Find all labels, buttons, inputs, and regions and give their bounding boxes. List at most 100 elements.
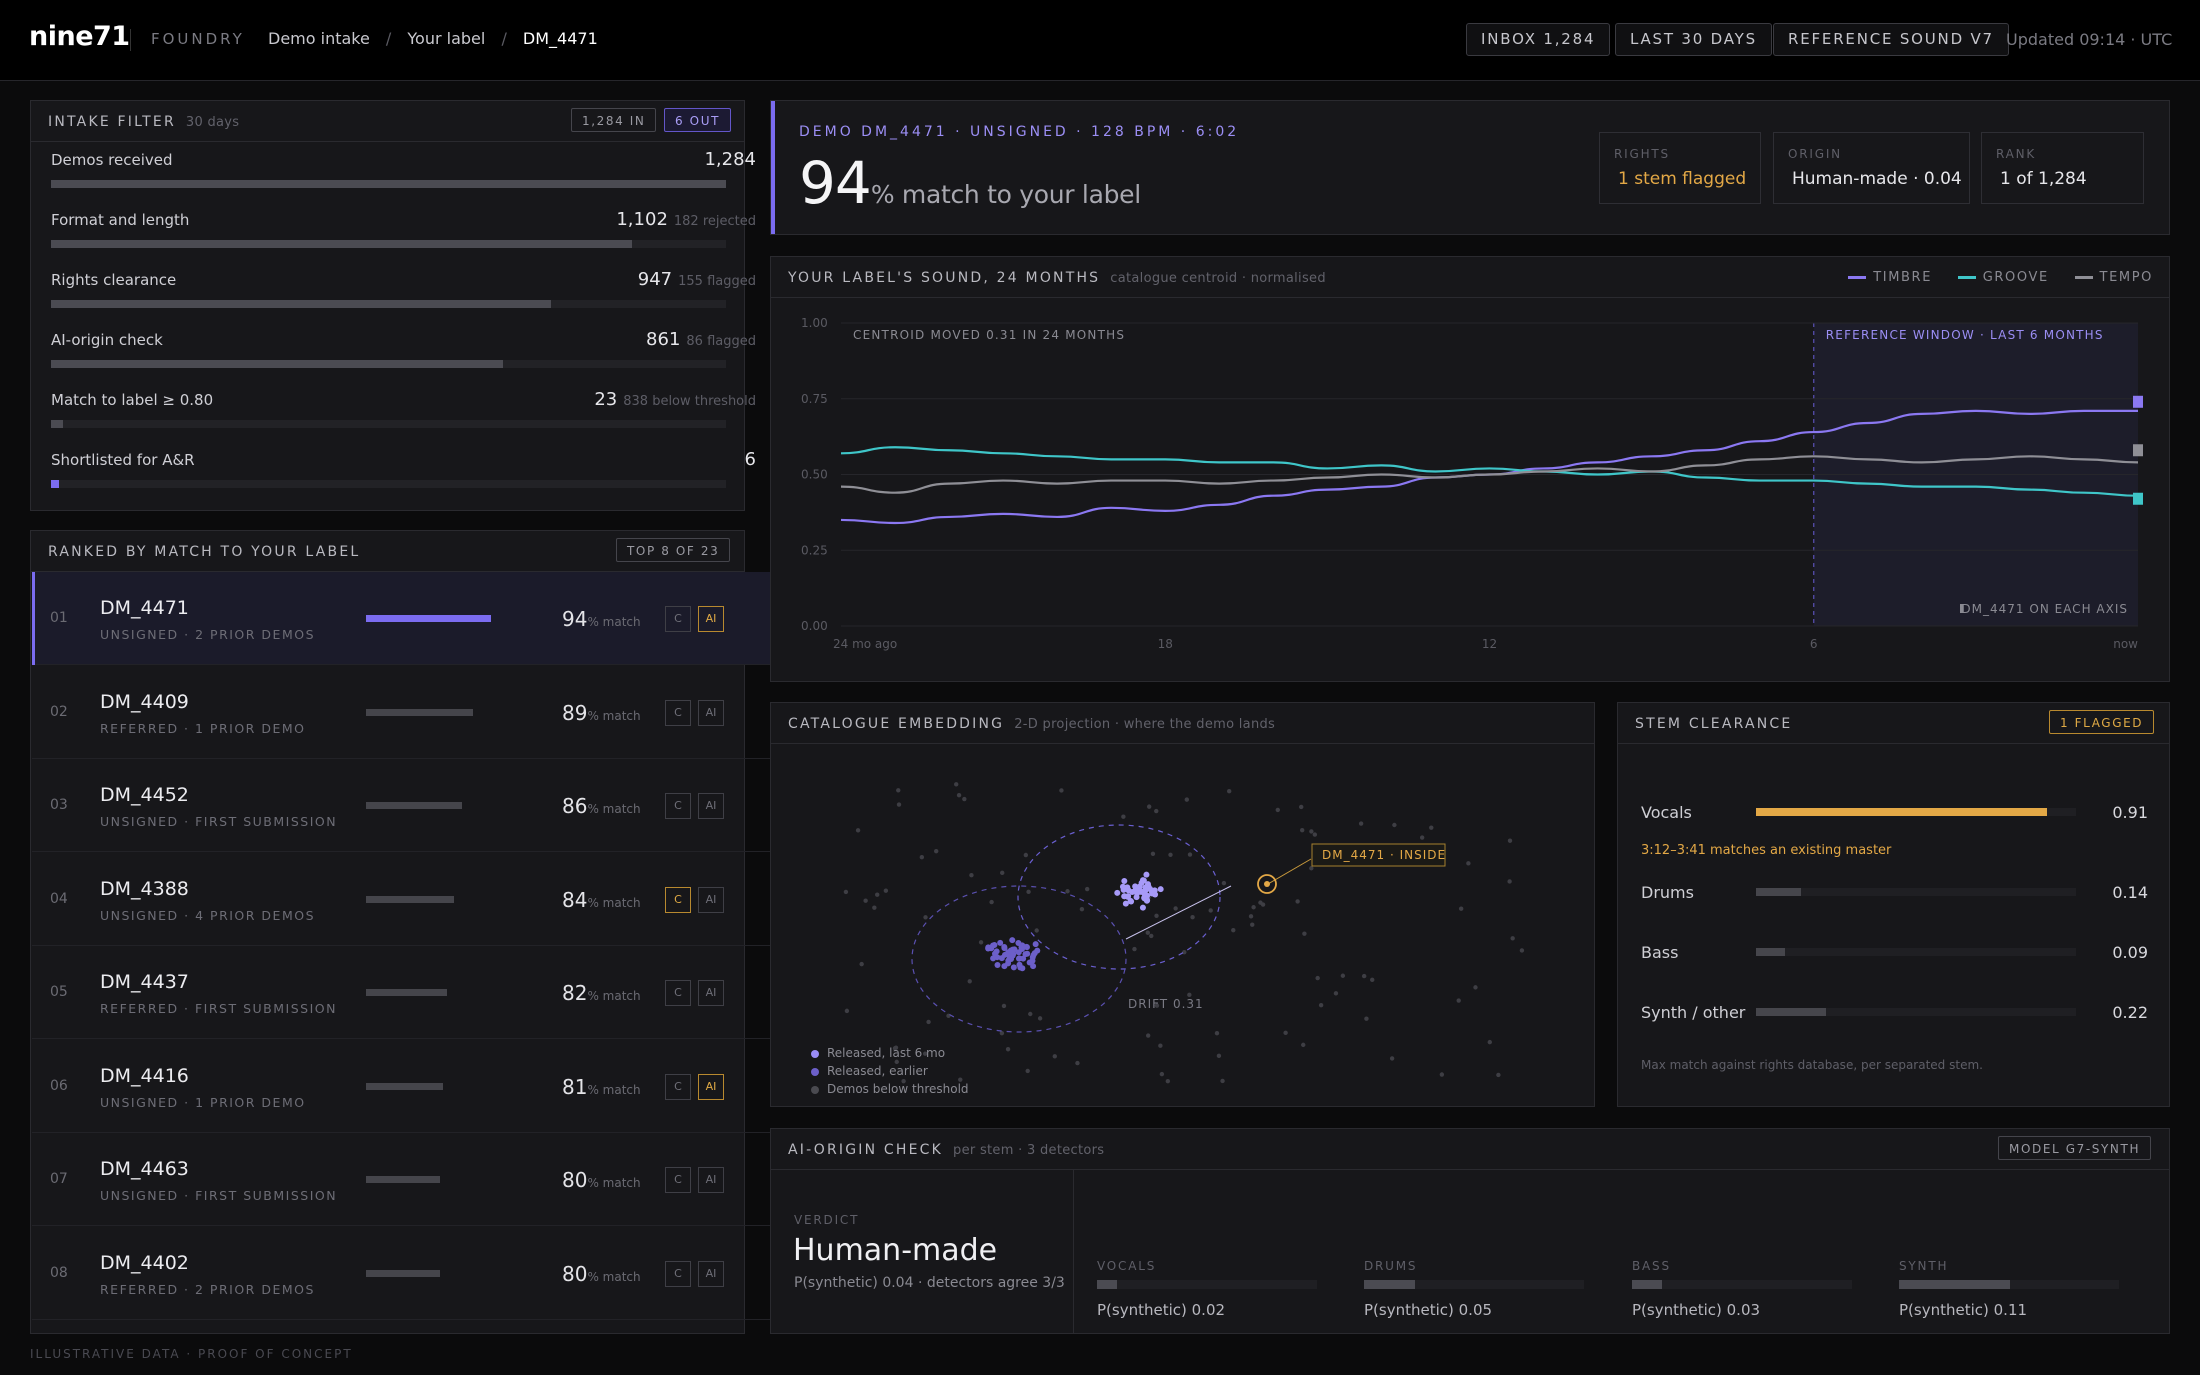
x-tick-label: 12 xyxy=(1482,637,1497,651)
detector-label: DRUMS xyxy=(1364,1259,1418,1273)
earlier-release-point xyxy=(1016,955,1023,962)
ai-tag[interactable]: AI xyxy=(698,699,724,726)
funnel-fill xyxy=(51,240,632,248)
detector-track xyxy=(1097,1280,1317,1289)
earlier-release-point xyxy=(1009,937,1016,944)
rank-number: 08 xyxy=(50,1264,68,1281)
clearance-tag[interactable]: C xyxy=(665,980,691,1006)
funnel-row[interactable]: AI-origin check 861 86 flagged xyxy=(51,329,756,371)
panel-subtitle: per stem · 3 detectors xyxy=(953,1143,1105,1158)
breadcrumb-your-label[interactable]: Your label xyxy=(407,29,486,48)
intake-out-chip[interactable]: 6 OUT xyxy=(664,108,732,132)
detector-fill xyxy=(1364,1280,1415,1289)
funnel-row[interactable]: Rights clearance 947 155 flagged xyxy=(51,269,756,311)
intake-in-chip[interactable]: 1,284 IN xyxy=(571,108,657,132)
date-range-button[interactable]: LAST 30 DAYS xyxy=(1615,23,1772,56)
match-number: 94 xyxy=(799,149,872,217)
background-point xyxy=(1154,808,1159,814)
background-point xyxy=(1318,1002,1324,1008)
background-point xyxy=(1275,807,1281,813)
ranked-row[interactable]: 08 DM_4402 REFERRED · 2 PRIOR DEMOS 80% mat… xyxy=(32,1227,773,1320)
ai-tag[interactable]: AI xyxy=(698,793,724,819)
recent-release-point xyxy=(1125,887,1132,894)
legend-swatch-groove xyxy=(1957,276,1976,279)
ranked-row[interactable]: 04 DM_4388 UNSIGNED · 4 PRIOR DEMOS 84% mat… xyxy=(32,853,773,946)
ranked-row[interactable]: 05 DM_4437 REFERRED · FIRST SUBMISSION 82% … xyxy=(32,946,773,1039)
funnel-row[interactable]: Demos received 1,284 xyxy=(51,149,756,191)
background-point xyxy=(1084,886,1090,892)
background-point xyxy=(1165,1078,1171,1084)
earlier-release-point xyxy=(1010,964,1017,971)
panel-title: YOUR LABEL'S SOUND, 24 MONTHS catalogue c… xyxy=(788,270,1326,286)
funnel-fill xyxy=(51,360,503,368)
stem-track xyxy=(1756,1008,2076,1016)
rank-stat[interactable]: RANK 1 of 1,284 xyxy=(1981,132,2144,204)
stem-footnote: Max match against rights database, per s… xyxy=(1641,1058,1983,1072)
ai-origin-panel: AI-ORIGIN CHECK per stem · 3 detectors MO… xyxy=(770,1128,2170,1334)
demo-name: DM_4388 xyxy=(100,877,189,900)
funnel-value: 1,284 xyxy=(704,149,756,170)
ai-tag[interactable]: AI xyxy=(698,886,724,913)
model-chip[interactable]: MODEL G7-SYNTH xyxy=(1998,1136,2152,1160)
legend-timbre: TIMBRE xyxy=(1873,270,1933,285)
breadcrumb-demo-intake[interactable]: Demo intake xyxy=(268,29,370,48)
ai-tag[interactable]: AI xyxy=(698,980,724,1006)
background-point xyxy=(843,889,849,895)
background-point xyxy=(1419,835,1425,840)
funnel-row[interactable]: Format and length 1,102 182 rejected xyxy=(51,209,756,251)
ai-tag[interactable]: AI xyxy=(698,1167,724,1193)
stem-label: Bass xyxy=(1641,943,1679,962)
detector-fill xyxy=(1632,1280,1662,1289)
clearance-tag[interactable]: C xyxy=(665,699,691,726)
clearance-tag[interactable]: C xyxy=(665,606,691,632)
section-label: FOUNDRY xyxy=(151,30,245,48)
background-point xyxy=(1302,931,1307,936)
legend-dot xyxy=(811,1049,819,1058)
match-bar xyxy=(366,1082,443,1090)
ai-tag[interactable]: AI xyxy=(698,1073,724,1100)
series-line-groove xyxy=(840,446,2139,497)
logo[interactable]: nine71 xyxy=(29,21,130,52)
clearance-tag[interactable]: C xyxy=(665,1167,691,1193)
background-point xyxy=(855,828,861,833)
background-point xyxy=(1052,1054,1057,1059)
ranked-row[interactable]: 06 DM_4416 UNSIGNED · 1 PRIOR DEMO 81% matc… xyxy=(32,1040,773,1133)
ranked-row[interactable]: 07 DM_4463 UNSIGNED · FIRST SUBMISSION 80% … xyxy=(32,1133,773,1226)
background-point xyxy=(901,1078,906,1084)
inbox-button[interactable]: INBOX 1,284 xyxy=(1466,23,1611,56)
rights-stat[interactable]: RIGHTS 1 stem flagged xyxy=(1599,132,1761,204)
earlier-release-point xyxy=(1001,951,1008,958)
background-point xyxy=(1439,1072,1445,1077)
background-point xyxy=(1231,927,1236,933)
demo-subtitle: REFERRED · 2 PRIOR DEMOS xyxy=(100,1281,315,1297)
background-point xyxy=(1364,1016,1369,1021)
ranked-row[interactable]: 02 DM_4409 REFERRED · 1 PRIOR DEMO 89% matc… xyxy=(32,666,773,759)
clearance-tag[interactable]: C xyxy=(665,886,691,913)
reference-sound-button[interactable]: REFERENCE SOUND V7 xyxy=(1773,23,2009,56)
funnel-row[interactable]: Match to label ≥ 0.80 23 838 below thresho… xyxy=(51,389,756,431)
ai-tag[interactable]: AI xyxy=(698,1260,724,1287)
funnel-fill xyxy=(51,480,59,488)
breadcrumb: Demo intake / Your label / DM_4471 xyxy=(268,29,598,48)
ranked-row[interactable]: 01 DM_4471 UNSIGNED · 2 PRIOR DEMOS 94% mat… xyxy=(32,572,773,665)
funnel-value: 947 155 flagged xyxy=(637,269,756,290)
funnel-row[interactable]: Shortlisted for A&R 6 xyxy=(51,449,756,491)
funnel-label: Demos received xyxy=(51,151,173,169)
background-point xyxy=(1146,804,1152,809)
ai-tag[interactable]: AI xyxy=(698,606,724,632)
clearance-tag[interactable]: C xyxy=(665,793,691,819)
top-count-chip[interactable]: TOP 8 OF 23 xyxy=(616,538,731,562)
ranked-row[interactable]: 03 DM_4452 UNSIGNED · FIRST SUBMISSION 86% … xyxy=(32,759,773,852)
panel-title: INTAKE FILTER 30 days xyxy=(48,114,240,130)
recent-release-point xyxy=(1139,904,1146,911)
clearance-tag[interactable]: C xyxy=(665,1260,691,1287)
flagged-chip[interactable]: 1 FLAGGED xyxy=(2049,710,2155,734)
match-percent: 81% match xyxy=(562,1074,641,1099)
background-point xyxy=(1496,1072,1501,1078)
clearance-tag[interactable]: C xyxy=(665,1073,691,1100)
background-point xyxy=(1333,991,1339,996)
drift-label: DRIFT 0.31 xyxy=(1128,997,1204,1011)
demo-callout-box xyxy=(1311,843,1446,867)
rank-number: 06 xyxy=(50,1077,68,1094)
origin-stat[interactable]: ORIGIN Human-made · 0.04 xyxy=(1773,132,1970,204)
